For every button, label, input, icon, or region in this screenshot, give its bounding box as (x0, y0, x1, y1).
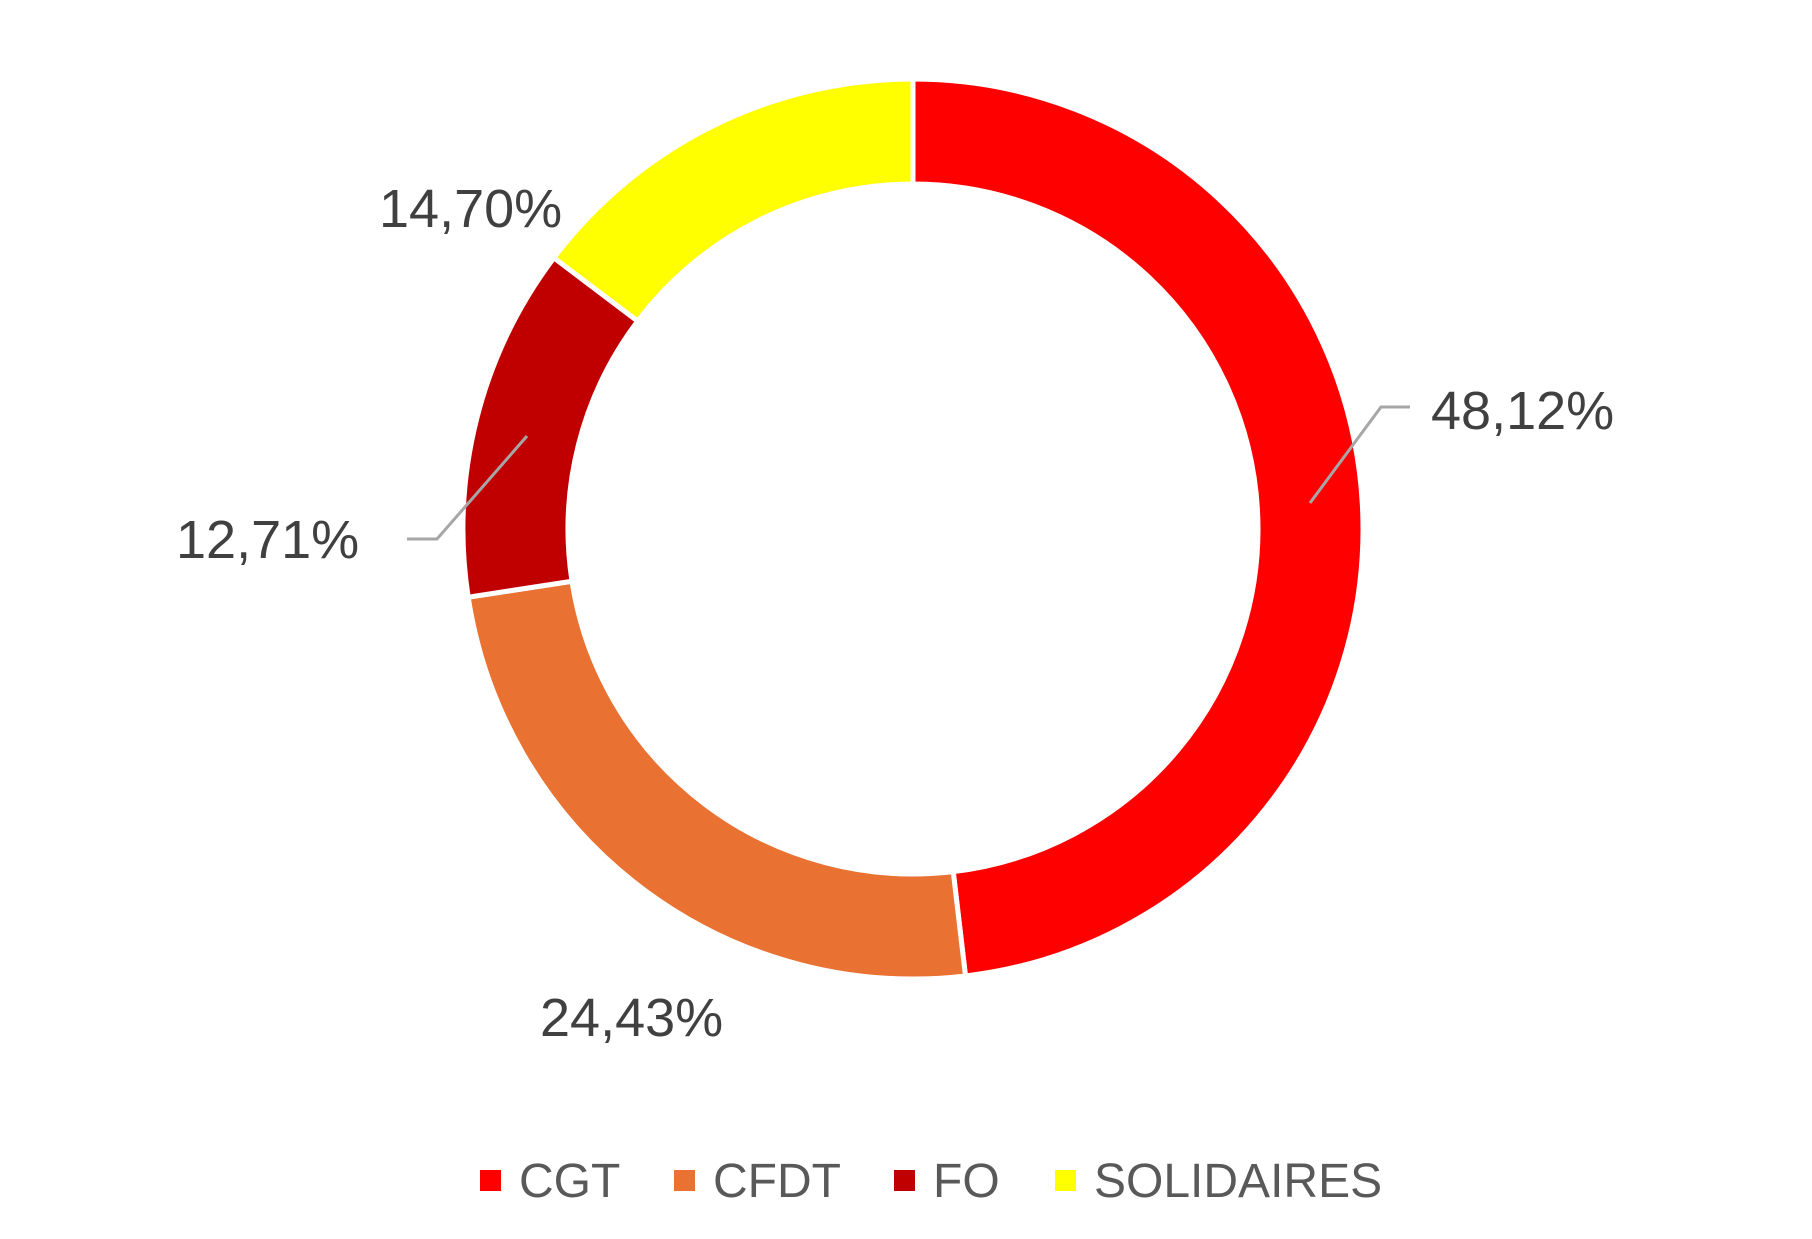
leader-line-cgt (1308, 405, 1410, 504)
slice-fo (460, 254, 642, 601)
legend-swatch-cfdt (674, 1170, 695, 1191)
legend: CGT CFDT FO SOLIDAIRES (480, 1155, 1382, 1208)
data-label-solidaires: 14,70% (379, 179, 562, 239)
legend-swatch-fo (894, 1170, 915, 1191)
slices (460, 76, 1366, 982)
legend-label-cfdt: CFDT (713, 1155, 841, 1208)
legend-label-solidaires: SOLIDAIRES (1094, 1155, 1382, 1208)
data-label-cgt: 48,12% (1431, 381, 1614, 441)
legend-swatch-solidaires (1055, 1170, 1076, 1191)
leader-lines (407, 405, 1410, 541)
data-label-fo: 12,71% (176, 510, 359, 570)
legend-label-fo: FO (933, 1155, 1000, 1208)
slice-cgt (910, 76, 1366, 979)
legend-label-cgt: CGT (519, 1155, 620, 1208)
slice-cfdt (465, 578, 969, 982)
legend-swatch-cgt (480, 1170, 501, 1191)
leader-line-fo (407, 435, 529, 541)
data-label-cfdt: 24,43% (540, 988, 723, 1048)
slice-solidaires (550, 76, 916, 325)
